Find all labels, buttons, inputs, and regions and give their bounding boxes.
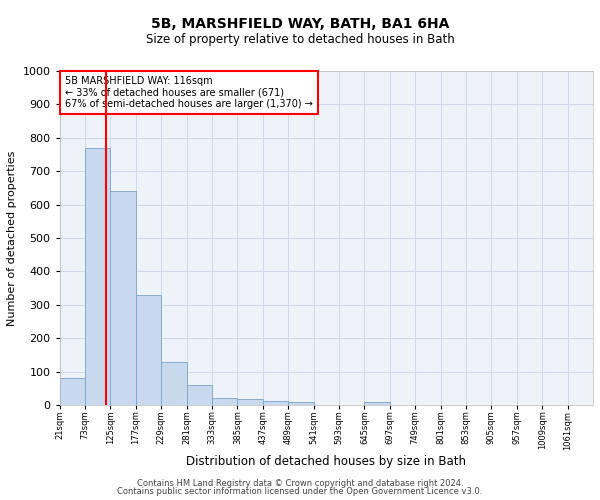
Text: Contains HM Land Registry data © Crown copyright and database right 2024.: Contains HM Land Registry data © Crown c… [137, 478, 463, 488]
Text: 5B MARSHFIELD WAY: 116sqm
← 33% of detached houses are smaller (671)
67% of semi: 5B MARSHFIELD WAY: 116sqm ← 33% of detac… [65, 76, 313, 109]
Y-axis label: Number of detached properties: Number of detached properties [7, 150, 17, 326]
Bar [136, 294, 161, 405]
Bar [187, 385, 212, 405]
Bar [59, 378, 85, 405]
X-axis label: Distribution of detached houses by size in Bath: Distribution of detached houses by size … [186, 455, 466, 468]
Bar [288, 402, 314, 405]
Text: 5B, MARSHFIELD WAY, BATH, BA1 6HA: 5B, MARSHFIELD WAY, BATH, BA1 6HA [151, 18, 449, 32]
Bar [238, 399, 263, 405]
Bar [161, 362, 187, 405]
Text: Contains public sector information licensed under the Open Government Licence v3: Contains public sector information licen… [118, 487, 482, 496]
Bar [263, 401, 288, 405]
Bar [212, 398, 238, 405]
Bar [364, 402, 390, 405]
Text: Size of property relative to detached houses in Bath: Size of property relative to detached ho… [146, 32, 454, 46]
Bar [85, 148, 110, 405]
Bar [110, 191, 136, 405]
